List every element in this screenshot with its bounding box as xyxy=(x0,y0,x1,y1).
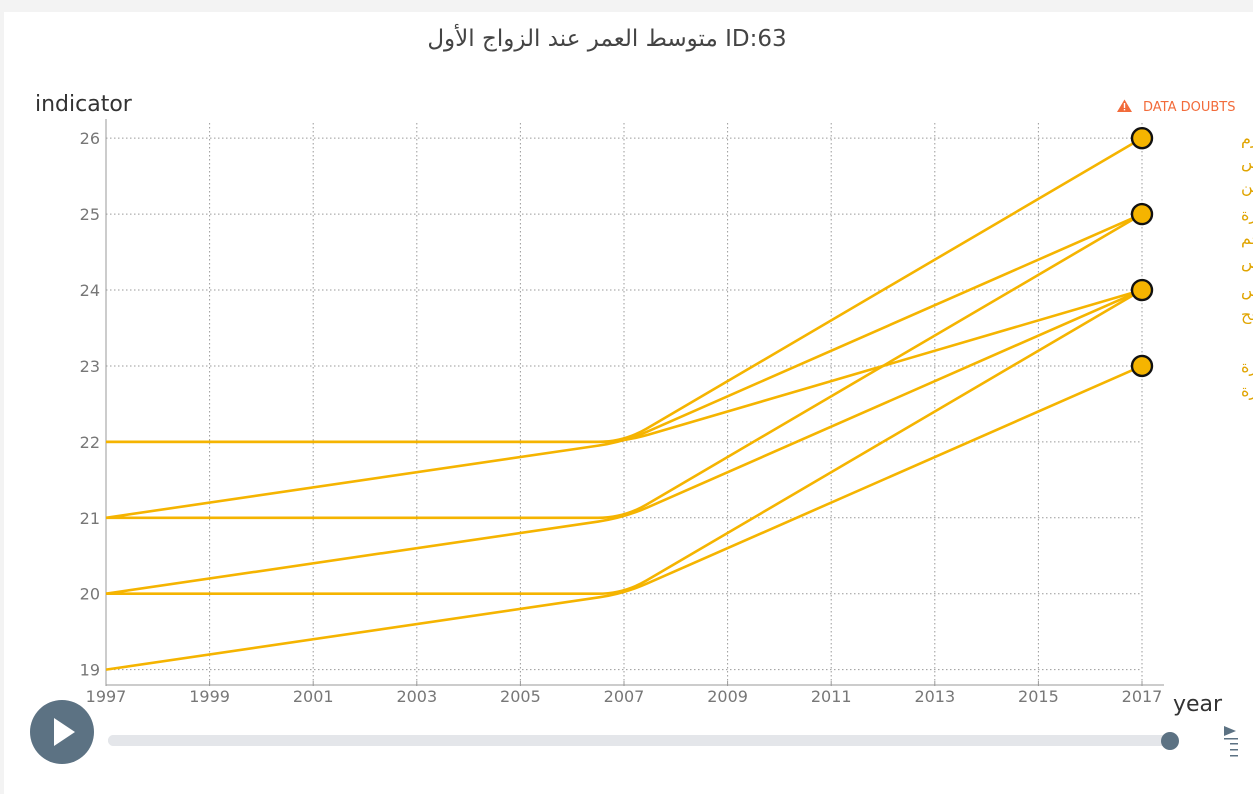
y-axis-label[interactable]: indicator xyxy=(35,92,133,117)
end-label: القدس xyxy=(1241,253,1253,272)
end-label: رام الله والبيرة xyxy=(1241,205,1253,225)
speed-menu-icon[interactable] xyxy=(1224,726,1238,757)
timeline-progress xyxy=(108,735,1171,746)
chart-title: متوسط العمر عند الزواج الأول ID:63 xyxy=(427,24,786,52)
y-tick-label: 23 xyxy=(80,357,100,376)
x-tick-label: 2011 xyxy=(811,687,852,706)
y-tick-label: 24 xyxy=(80,281,100,300)
data-doubts-label: DATA DOUBTS xyxy=(1143,100,1236,115)
play-icon xyxy=(54,718,75,746)
warning-exclamation-dot xyxy=(1123,109,1126,111)
series-line-7[interactable] xyxy=(105,364,1143,671)
series-lines[interactable] xyxy=(105,137,1143,671)
x-tick-label: 1997 xyxy=(86,687,127,706)
y-tick-label: 26 xyxy=(80,129,100,148)
y-tick-label: 21 xyxy=(80,509,100,528)
x-tick-label: 1999 xyxy=(189,687,230,706)
play-button[interactable] xyxy=(30,700,94,764)
x-ticks: 1997 1999 2001 2003 2005 2007 2009 2011 2013 2015… xyxy=(86,687,1163,706)
end-label: شمال غزة xyxy=(1241,357,1253,377)
y-tick-label: 20 xyxy=(80,585,100,604)
x-tick-label: 2009 xyxy=(707,687,748,706)
end-labels: طولكرم نابلس جنين رام الله والبيرة بيت لحم ال… xyxy=(1241,129,1253,401)
end-label: جنين xyxy=(1241,177,1253,197)
x-tick-label: 2017 xyxy=(1122,687,1163,706)
end-label: خان يونس xyxy=(1241,281,1253,301)
series-line-5[interactable] xyxy=(105,288,1143,595)
x-tick-label: 2001 xyxy=(293,687,334,706)
x-tick-label: 2005 xyxy=(500,687,541,706)
grid xyxy=(105,123,1143,681)
x-tick-label: 2003 xyxy=(396,687,437,706)
end-points[interactable] xyxy=(1130,126,1154,378)
series-line-6[interactable] xyxy=(106,288,1143,595)
series-end-point[interactable] xyxy=(1130,354,1154,378)
series-end-point[interactable] xyxy=(1130,278,1154,302)
chart-card: متوسط العمر عند الزواج الأول ID:63 indic… xyxy=(4,12,1253,794)
end-label: طولكرم xyxy=(1241,129,1253,149)
x-tick-label: 2013 xyxy=(914,687,955,706)
series-end-point[interactable] xyxy=(1130,202,1154,226)
playback-controls xyxy=(30,700,1238,764)
end-label: رفح xyxy=(1241,305,1253,325)
warning-exclamation-bar xyxy=(1123,103,1126,108)
line-chart: متوسط العمر عند الزواج الأول ID:63 indic… xyxy=(30,24,1253,764)
series-line-4[interactable] xyxy=(106,212,1143,520)
end-label: بيت لحم xyxy=(1241,229,1253,248)
y-tick-label: 22 xyxy=(80,433,100,452)
series-line-3[interactable] xyxy=(106,288,1143,444)
y-ticks: 19 20 21 22 23 24 25 26 xyxy=(80,129,100,679)
x-tick-label: 2015 xyxy=(1018,687,1059,706)
y-tick-label: 25 xyxy=(80,205,100,224)
end-label: نابلس xyxy=(1241,153,1253,173)
axes xyxy=(105,119,1164,686)
end-label: غزة xyxy=(1241,381,1253,401)
y-tick-label: 19 xyxy=(80,661,100,680)
timeline-handle[interactable] xyxy=(1161,732,1179,750)
series-end-point[interactable] xyxy=(1130,126,1154,150)
x-axis-label[interactable]: year xyxy=(1173,692,1223,717)
x-tick-label: 2007 xyxy=(604,687,645,706)
data-doubts-warning[interactable]: DATA DOUBTS xyxy=(1117,99,1236,116)
